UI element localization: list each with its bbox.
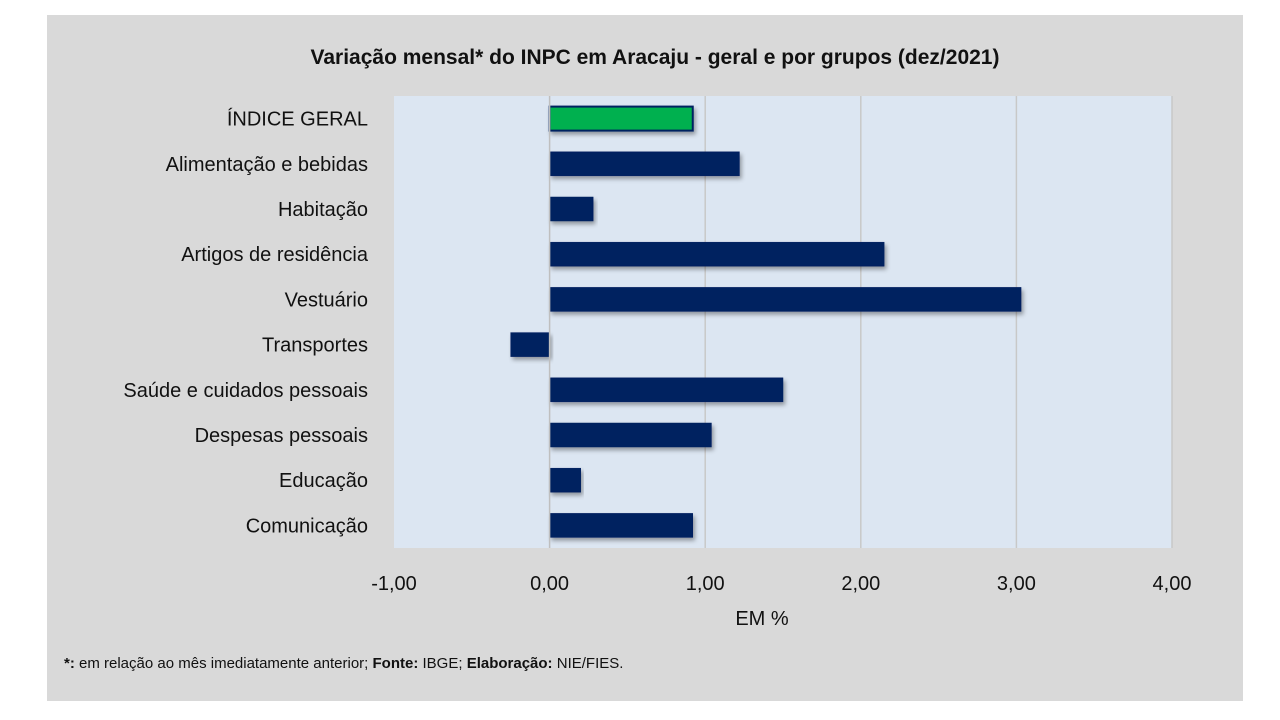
category-label: Saúde e cuidados pessoais [123,380,368,402]
category-label: Transportes [262,335,368,357]
category-label: Comunicação [246,515,368,537]
category-label: Vestuário [285,289,368,311]
x-axis-label: EM % [735,608,789,630]
bar [549,467,581,493]
category-label: Despesas pessoais [195,425,368,447]
footnote-source-text: IBGE; [418,655,467,672]
bar [549,287,1022,312]
footnote: *: em relação ao mês imediatamente anter… [64,655,623,672]
x-tick-label: 2,00 [841,573,880,595]
category-label: Artigos de residência [181,244,369,266]
footnote-source-label: Fonte: [372,655,419,672]
x-tick-label: 1,00 [686,573,725,595]
category-label: Habitação [278,199,368,221]
x-tick-label: 4,00 [1153,573,1192,595]
bar [548,105,694,132]
x-tick-label: 0,00 [530,573,569,595]
bar [549,196,594,222]
footnote-elab-text: NIE/FIES. [552,655,624,672]
bar [510,332,550,357]
category-label: ÍNDICE GERAL [227,108,368,131]
x-tick-label: -1,00 [371,573,417,595]
bar [549,151,740,177]
plot-area [394,96,1172,548]
category-label: Educação [279,470,368,492]
bar [549,513,694,538]
bar [549,377,784,403]
x-tick-label: 3,00 [997,573,1036,595]
chart-title: Variação mensal* do INPC em Aracaju - ge… [310,46,1000,69]
footnote-star-label: *: [64,655,75,672]
category-label: Alimentação e bebidas [166,154,368,176]
footnote-star-text: em relação ao mês imediatamente anterior… [74,655,373,672]
bar [549,241,885,267]
footnote-elab-label: Elaboração: [466,655,553,672]
bar [549,422,712,448]
